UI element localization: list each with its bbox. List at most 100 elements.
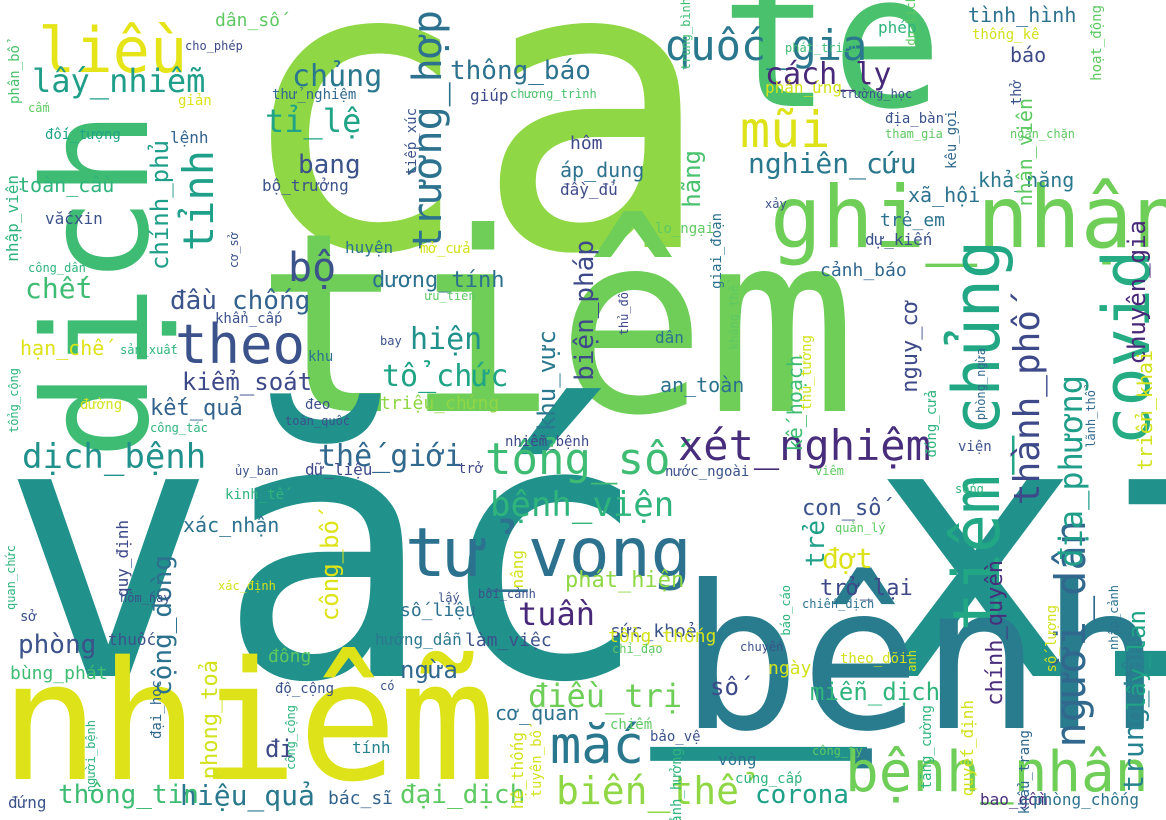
cloud-word: đợt [822,542,873,575]
cloud-word: triệu_chứng [380,393,500,414]
cloud-word: hạn_chế [20,336,105,360]
cloud-word: khẩn_cấp [215,311,283,327]
cloud-word: khu [308,349,334,365]
cloud-word: bay [380,334,402,348]
cloud-word: biện_pháp [570,240,600,381]
cloud-word: hoạt_động [1089,5,1105,81]
cloud-word: theo_dõi [840,651,908,667]
cloud-word: ủy_ban [235,464,279,478]
cloud-word: công_tác [150,421,208,435]
cloud-word: sở [20,609,37,625]
cloud-word: nhập_viện [3,175,22,262]
cloud-word: dân_số [215,10,281,31]
cloud-word: an_toàn [660,373,745,397]
cloud-word: toàn_cầu [18,173,115,197]
cloud-word: nhân_viên [1013,98,1037,207]
cloud-word: trường_học [840,87,913,101]
cloud-word: cho_phép [185,39,243,53]
cloud-word: khả_năng [978,168,1075,192]
cloud-word: bùng_phát [10,663,108,684]
cloud-word: áp_dụng [560,158,645,182]
cloud-word: tổng_cộng [7,368,21,434]
cloud-word: sản_xuất [120,343,178,357]
cloud-word: tỉnh [174,150,223,252]
cloud-word: quốc_gia [665,21,868,70]
cloud-word: bác_sĩ [328,788,394,809]
cloud-word: số_lượng [1044,605,1060,673]
cloud-word: nhiễm_bệnh [505,434,590,450]
cloud-word: phân_bổ [7,45,23,105]
cloud-word: thông_báo [450,56,591,86]
cloud-word: hãng [678,150,706,208]
cloud-word: công_bố [316,520,344,622]
cloud-word: tình_hình [968,3,1077,27]
cloud-word: thử_nghiệm [272,87,357,103]
cloud-word: phát_triển [785,41,858,55]
cloud-word: cảnh_báo [820,260,907,281]
cloud-word: điều_trị [528,677,683,715]
cloud-word: kêu_gọi [944,110,960,170]
cloud-word: nghiên_cứu [748,147,917,180]
cloud-word: số_liệu [400,600,476,621]
cloud-word: dữ_liệu [305,460,373,479]
cloud-word: dân [655,328,684,347]
cloud-word: cộng_đồng [148,555,178,696]
cloud-word: kinh_tế [225,487,285,503]
cloud-word: khẩu_trang [1017,730,1033,815]
cloud-word: đối_tượng [45,127,121,143]
cloud-word: người_bệnh [84,720,98,793]
cloud-word: corona [755,780,849,810]
cloud-word: vòng [718,750,757,769]
cloud-word: tử_vong [405,514,692,593]
cloud-word: theo [175,313,306,376]
cloud-word: phòng_ngừa [974,348,988,421]
cloud-word: đường [80,397,123,413]
cloud-word: nâng [508,550,527,589]
cloud-word: đông [268,646,312,667]
cloud-word: chống [232,286,311,316]
cloud-word: tuần [518,595,596,633]
cloud-word: phong_toả [198,660,223,780]
cloud-word: tham_gia [885,127,943,141]
cloud-word: trung_bình [679,0,693,71]
cloud-word: bộ [288,245,337,291]
cloud-word: đại_dịch [400,780,526,810]
cloud-word: trẻ [801,520,831,567]
cloud-word: tiếp_xúc [404,108,420,176]
cloud-word: bệnh_viện [490,485,675,525]
cloud-word: thủ_đô [617,292,631,336]
cloud-word: chiếm [610,717,653,733]
cloud-word: ưu_tiên [425,289,476,303]
cloud-word: chết [25,272,93,305]
cloud-word: mắc [550,716,644,776]
cloud-word: xác_định [218,579,276,593]
cloud-word: báo_cáo [779,585,793,636]
cloud-word: biến_thể [556,769,740,813]
cloud-word: địa_phương [1052,375,1090,568]
cloud-word: mở_cửa [420,241,471,257]
cloud-word: lệnh [170,128,209,147]
cloud-word: tổng_thống [608,626,717,647]
cloud-word: kết_quả [150,396,243,421]
cloud-word: tăng_cường [919,705,935,790]
cloud-word: lo_ngại [655,221,715,237]
cloud-word: dự_kiến [865,230,933,249]
cloud-word: tế [720,0,943,150]
cloud-word: số [710,673,739,701]
cloud-word: bang [298,150,361,180]
cloud-word: bệnh_nhân [845,740,1149,805]
cloud-word: ảnh_hưởng [669,748,685,820]
cloud-word: lây_lan [1123,610,1151,712]
cloud-word: bảo_vệ [650,729,701,745]
cloud-word: trẻ_em [880,210,946,231]
cloud-word: dịch_bệnh [22,437,207,477]
cloud-word: đầy_đủ [560,180,618,199]
cloud-word: toàn_quốc [285,414,351,428]
cloud-word: phản_ứng [765,78,843,97]
cloud-word: vắc_xin [0,342,1166,761]
cloud-word: bối_cảnh [478,587,536,601]
cloud-word: thế_giới [318,439,463,474]
cloud-word: cách_ly [765,57,892,92]
cloud-word: phòng [18,630,97,660]
